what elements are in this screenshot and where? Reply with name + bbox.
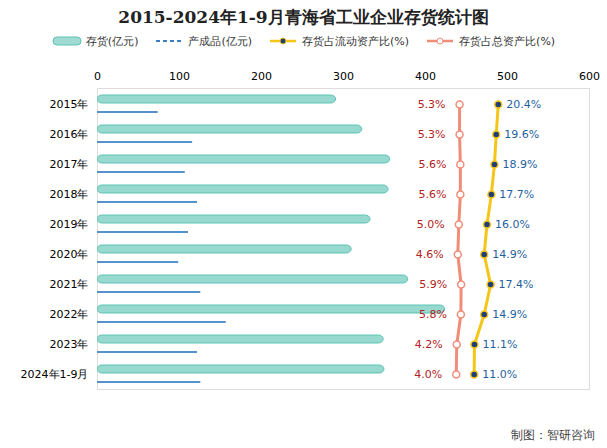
html-text:制图：智研咨询: 制图：智研咨询 [511,428,595,442]
svg-text:5.3%: 5.3% [418,128,446,141]
svg-text:17.4%: 17.4% [499,278,534,291]
svg-text:2015年: 2015年 [50,98,89,111]
svg-text:18.9%: 18.9% [502,158,537,171]
svg-text:4.2%: 4.2% [415,338,443,351]
svg-text:19.6%: 19.6% [504,128,539,141]
html-text:存货占总资产比(%): 存货占总资产比(%) [459,34,556,48]
svg-text:5.6%: 5.6% [418,158,446,171]
svg-text:5.8%: 5.8% [419,308,447,321]
svg-text:2022年: 2022年 [50,308,89,321]
svg-text:5.6%: 5.6% [418,188,446,201]
svg-text:2016年: 2016年 [50,128,89,141]
svg-text:2024年1-9月: 2024年1-9月 [21,368,89,381]
svg-text:5.0%: 5.0% [417,218,445,231]
svg-text:14.9%: 14.9% [492,248,527,261]
svg-text:400: 400 [415,70,436,83]
svg-text:11.1%: 11.1% [482,338,517,351]
html-text:存货占流动资产比(%): 存货占流动资产比(%) [302,34,410,48]
svg-text:600: 600 [579,70,600,83]
svg-text:0: 0 [94,70,101,83]
svg-text:500: 500 [497,70,518,83]
svg-text:5.3%: 5.3% [418,98,446,111]
svg-text:14.9%: 14.9% [492,308,527,321]
svg-text:300: 300 [333,70,354,83]
html-text:存货(亿元): 存货(亿元) [85,34,139,48]
svg-text:2021年: 2021年 [50,278,89,291]
svg-text:4.0%: 4.0% [414,368,442,381]
svg-text:20.4%: 20.4% [506,98,541,111]
svg-text:4.6%: 4.6% [416,248,444,261]
svg-text:5.9%: 5.9% [419,278,447,291]
svg-text:2017年: 2017年 [50,158,89,171]
svg-text:2018年: 2018年 [50,188,89,201]
html-text:产成品(亿元): 产成品(亿元) [188,34,252,48]
svg-text:2019年: 2019年 [50,218,89,231]
svg-text:100: 100 [169,70,190,83]
svg-text:2020年: 2020年 [50,248,89,261]
svg-text:16.0%: 16.0% [495,218,530,231]
html-text:2015-2024年1-9月青海省工业企业存货统计图: 2015-2024年1-9月青海省工业企业存货统计图 [118,7,489,27]
svg-text:11.0%: 11.0% [482,368,517,381]
svg-text:200: 200 [251,70,272,83]
svg-text:2023年: 2023年 [50,338,89,351]
svg-text:17.7%: 17.7% [499,188,534,201]
